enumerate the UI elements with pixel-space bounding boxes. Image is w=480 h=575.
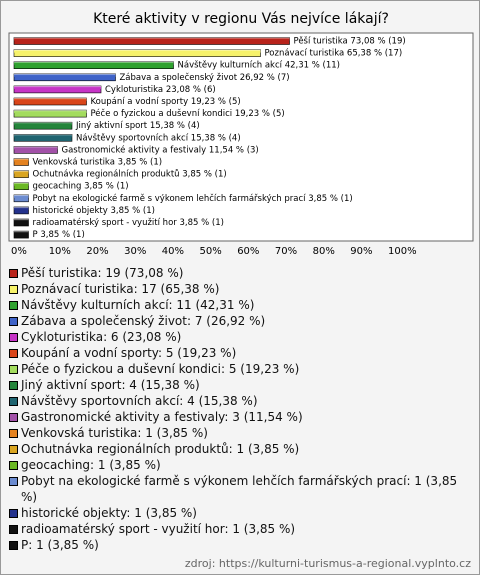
value-label: Cykloturistika 23,08 % (6)	[105, 85, 216, 95]
x-tick-label: 90%	[350, 246, 372, 257]
value-label: historické objekty 3,85 % (1)	[33, 205, 155, 216]
legend-entry: geocaching: 1 (3,85 %)	[9, 457, 464, 473]
legend-marker	[9, 397, 18, 406]
bar-shine	[14, 206, 29, 210]
legend-marker	[9, 365, 18, 374]
value-label: Ochutnávka regionálních produktů 3,85 % …	[33, 169, 227, 180]
chart-title: Které aktivity v regionu Vás nejvíce lák…	[93, 11, 389, 27]
value-label: Návštěvy sportovních akcí 15,38 % (4)	[76, 132, 241, 143]
bar-shine	[14, 158, 29, 162]
value-label: Péče o fyzickou a duševní kondici 19,23 …	[90, 108, 284, 119]
legend-marker	[9, 525, 18, 534]
legend-marker	[9, 477, 18, 486]
legend-entry: radioamatérský sport - využití hor: 1 (3…	[9, 521, 464, 537]
value-label: radioamatérský sport - využití hor 3,85 …	[33, 217, 224, 228]
legend-entry: Návštěvy kulturních akcí: 11 (42,31 %)	[9, 297, 464, 313]
x-tick-label: 70%	[275, 246, 297, 257]
x-tick-label: 50%	[200, 246, 222, 257]
legend-marker	[9, 349, 18, 358]
legend-entry: Ochutnávka regionálních produktů: 1 (3,8…	[9, 441, 464, 457]
legend-entry: Jiný aktivní sport: 4 (15,38 %)	[9, 377, 464, 393]
legend-entry: Péče o fyzickou a duševní kondici: 5 (19…	[9, 361, 464, 377]
legend-marker	[9, 381, 18, 390]
bar-shine	[14, 122, 72, 126]
bar-shine	[14, 98, 87, 101]
bar-shine	[14, 182, 29, 186]
value-label: Jiný aktivní sport 15,38 % (4)	[75, 121, 200, 131]
value-label: Koupání a vodní sporty 19,23 % (5)	[90, 97, 240, 107]
bar-shine	[14, 37, 290, 41]
legend-marker	[9, 541, 18, 550]
legend-entry: Zábava a společenský život: 7 (26,92 %)	[9, 313, 464, 329]
legend-entry: Venkovská turistika: 1 (3,85 %)	[9, 425, 464, 441]
bar-shine	[14, 61, 174, 65]
legend-marker	[9, 413, 18, 422]
legend-entry: Koupání a vodní sporty: 5 (19,23 %)	[9, 345, 464, 361]
value-label: P 3,85 % (1)	[33, 230, 85, 240]
value-label: Poznávací turistika 65,38 % (17)	[264, 49, 402, 59]
bar-shine	[14, 231, 29, 235]
value-label: Zábava a společenský život 26,92 % (7)	[119, 72, 289, 83]
legend-entry: P: 1 (3,85 %)	[9, 537, 464, 553]
bar-shine	[14, 219, 29, 222]
value-label: Pěší turistika 73,08 % (19)	[294, 36, 406, 47]
value-label: geocaching 3,85 % (1)	[33, 182, 129, 192]
legend-entry: Pobyt na ekologické farmě s výkonem lehč…	[9, 473, 464, 505]
bar-shine	[14, 194, 29, 198]
value-label: Návštěvy kulturních akcí 42,31 % (11)	[178, 60, 340, 71]
x-tick-label: 0%	[11, 246, 27, 257]
legend-entry: historické objekty: 1 (3,85 %)	[9, 505, 464, 521]
bar-shine	[14, 146, 58, 150]
x-tick-label: 40%	[162, 246, 184, 257]
x-tick-label: 100%	[388, 246, 417, 257]
bar-shine	[14, 85, 102, 89]
legend-entry: Gastronomické aktivity a festivaly: 3 (1…	[9, 409, 464, 425]
legend-marker	[9, 269, 18, 278]
legend-marker	[9, 445, 18, 454]
legend-entry: Poznávací turistika: 17 (65,38 %)	[9, 281, 464, 297]
legend-entry: Pěší turistika: 19 (73,08 %)	[9, 265, 464, 281]
x-tick-label: 10%	[49, 246, 71, 257]
x-tick-label: 60%	[237, 246, 259, 257]
value-label: Gastronomické aktivity a festivaly 11,54…	[62, 144, 259, 155]
bar-shine	[14, 73, 116, 77]
bar-shine	[14, 110, 87, 114]
legend-entry: Cykloturistika: 6 (23,08 %)	[9, 329, 464, 345]
legend-marker	[9, 461, 18, 470]
legend-marker	[9, 509, 18, 518]
bar-shine	[14, 49, 261, 53]
legend-marker	[9, 301, 18, 310]
legend-marker	[9, 333, 18, 342]
x-tick-label: 20%	[86, 246, 108, 257]
legend-entry: Návštěvy sportovních akcí: 4 (15,38 %)	[9, 393, 464, 409]
x-tick-label: 30%	[124, 246, 146, 257]
bar-shine	[14, 134, 72, 138]
bar-shine	[14, 170, 29, 174]
value-label: Pobyt na ekologické farmě s výkonem lehč…	[33, 193, 353, 204]
source: zdroj: https://kulturni-turismus-a-regio…	[184, 557, 471, 570]
legend-marker	[9, 285, 18, 294]
x-tick-label: 80%	[313, 246, 335, 257]
legend-marker	[9, 317, 18, 326]
legend-marker	[9, 429, 18, 438]
value-label: Venkovská turistika 3,85 % (1)	[33, 158, 163, 168]
